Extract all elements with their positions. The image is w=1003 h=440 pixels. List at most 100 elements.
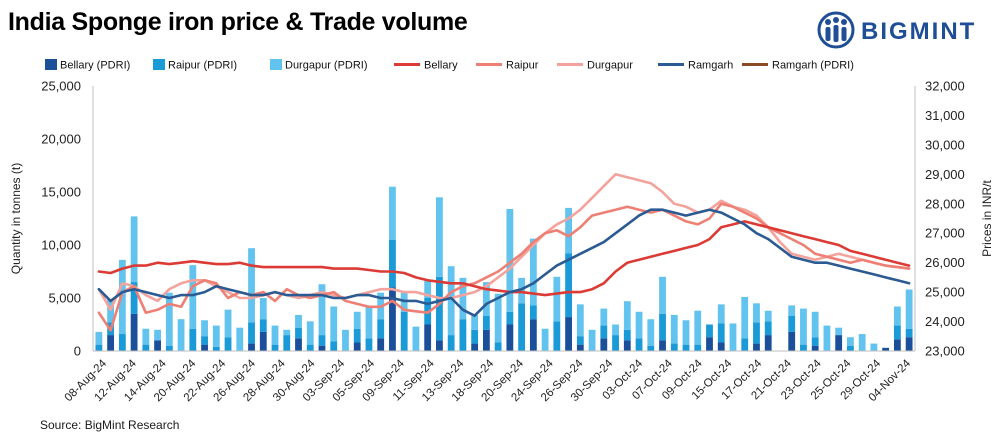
bar-bellary-pdri [259,331,267,351]
bar-durgapur-pdri [306,321,314,345]
bar-durgapur-pdri [471,314,479,330]
bar-raipur-pdri [459,319,467,351]
bar-durgapur-pdri [588,329,596,351]
y-tick-label-right: 26,000 [925,255,965,270]
bar-durgapur-pdri [541,328,549,351]
bar-durgapur-pdri [283,329,291,336]
bar-durgapur-pdri [154,329,161,341]
bar-durgapur-pdri [95,331,103,345]
bar-raipur-pdri [482,316,490,330]
bar-durgapur-pdri [165,292,173,346]
bar-bellary-pdri [600,338,608,351]
bar-durgapur-pdri [389,186,396,240]
legend-label: Durgapur [587,60,633,72]
bar-bellary-pdri [905,337,913,351]
bar-raipur-pdri [130,282,138,314]
bar-raipur-pdri [353,328,361,343]
bar-raipur-pdri [741,338,749,351]
bar-bellary-pdri [882,347,890,351]
bar-durgapur-pdri [623,301,631,330]
line-raipur [97,202,911,332]
bar-durgapur-pdri [858,334,866,351]
bar-durgapur-pdri [529,238,537,306]
legend-label: Ramgarh (PDRI) [772,60,854,72]
source-note: Source: BigMint Research [40,418,180,432]
bar-raipur-pdri [905,328,913,338]
bar-bellary-pdri [529,319,537,351]
bar-raipur-pdri [565,253,572,318]
bar-raipur-pdri [576,336,584,345]
bar-durgapur-pdri [295,314,302,328]
bar-bellary-pdri [764,335,772,351]
legend-label: Raipur (PDRI) [168,60,237,72]
bar-durgapur-pdri [800,308,807,345]
bar-durgapur-pdri [741,296,749,339]
legend-item-raipur-pdri: Raipur (PDRI) [153,59,237,72]
legend-swatch [153,59,165,70]
bar-raipur-pdri [764,321,772,336]
bar-raipur-pdri [142,344,150,351]
bar-durgapur-pdri [635,311,643,339]
bar-raipur-pdri [118,334,126,351]
bar-durgapur-pdri [506,208,514,312]
bar-durgapur-pdri [459,277,467,320]
bar-durgapur-pdri [870,343,878,351]
bar-durgapur-pdri [318,284,326,336]
bar-durgapur-pdri [612,324,619,336]
bar-durgapur-pdri [893,306,901,326]
bar-raipur-pdri [400,311,408,351]
bar-raipur-pdri [659,313,666,341]
y-tick-label-right: 30,000 [925,137,965,152]
y-tick-label-right: 31,000 [925,108,965,123]
bar-raipur-pdri [436,276,443,341]
bar-raipur-pdri [717,323,725,343]
bar-durgapur-pdri [118,259,126,335]
bar-durgapur-pdri [482,282,490,317]
bar-durgapur-pdri [659,276,666,314]
bar-durgapur-pdri [565,207,572,254]
bar-durgapur-pdri [682,320,690,345]
bar-durgapur-pdri [553,276,561,322]
y-tick-label-left: 0 [74,344,81,359]
bar-raipur-pdri [847,345,854,351]
bar-bellary-pdri [788,331,796,351]
bar-raipur-pdri [330,341,338,351]
bar-raipur-pdri [259,319,267,332]
bar-bellary-pdri [576,344,584,351]
y-axis-title-left: Quantity in tonnes (t) [9,163,23,274]
bar-raipur-pdri [283,335,291,351]
bar-bellary-pdri [377,338,385,351]
legend-swatch [270,59,282,70]
bar-raipur-pdri [753,322,760,344]
bar-raipur-pdri [318,335,326,346]
bar-bellary-pdri [201,344,208,351]
bar-durgapur-pdri [729,323,737,351]
legend-label: Raipur [506,60,539,72]
bar-durgapur-pdri [835,327,843,336]
bar-durgapur-pdri [212,325,220,347]
bar-raipur-pdri [377,319,385,339]
bar-raipur-pdri [189,328,197,351]
bar-durgapur-pdri [494,293,502,343]
bar-durgapur-pdri [189,265,197,329]
legend-item-ramgarh-pdri: Ramgarh (PDRI) [742,60,854,72]
bar-durgapur-pdri [400,292,408,312]
bar-bellary-pdri [565,317,572,351]
bar-bellary-pdri [248,343,255,351]
bar-durgapur-pdri [424,279,432,298]
bar-raipur-pdri [95,344,103,351]
bar-bellary-pdri [835,335,843,351]
line-bellary [97,220,911,297]
legend-item-durgapur: Durgapur [557,60,633,72]
bigmint-logo: BIGMINT [817,11,974,49]
bar-raipur-pdri [682,344,690,351]
bar-raipur-pdri [529,305,537,320]
bar-raipur-pdri [201,336,208,345]
y-tick-label-left: 5,000 [48,291,81,306]
bar-bellary-pdri [436,340,443,351]
bar-bellary-pdri [154,340,161,351]
bar-bellary-pdri [753,343,760,351]
bar-raipur-pdri [800,344,807,351]
bar-raipur-pdri [553,321,561,351]
bar-durgapur-pdri [518,277,526,304]
